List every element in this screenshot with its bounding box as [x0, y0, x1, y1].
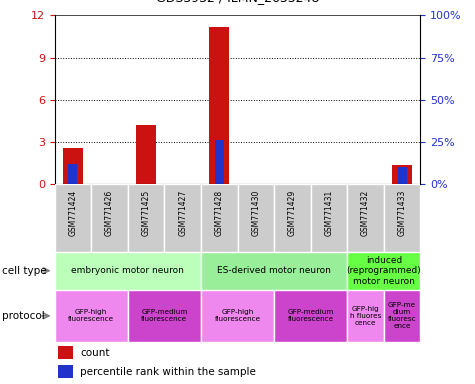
- Text: cell type: cell type: [2, 266, 47, 276]
- Bar: [311, 184, 347, 252]
- Text: GSM771424: GSM771424: [68, 190, 77, 236]
- Text: GFP-high
fluorescence: GFP-high fluorescence: [68, 310, 114, 322]
- Bar: [201, 184, 238, 252]
- Bar: [392, 165, 412, 184]
- Bar: [136, 125, 156, 184]
- Text: GSM771432: GSM771432: [361, 190, 370, 236]
- Text: GFP-medium
fluorescence: GFP-medium fluorescence: [141, 310, 188, 322]
- Bar: [91, 184, 128, 252]
- Text: GSM771428: GSM771428: [215, 190, 224, 236]
- Text: GFP-medium
fluorescence: GFP-medium fluorescence: [287, 310, 334, 322]
- Text: GSM771429: GSM771429: [288, 190, 297, 236]
- Bar: [128, 184, 164, 252]
- Bar: [274, 290, 347, 342]
- Bar: [201, 290, 274, 342]
- Bar: [201, 252, 347, 290]
- Bar: [347, 290, 384, 342]
- Bar: [238, 184, 274, 252]
- Bar: [55, 252, 201, 290]
- Text: count: count: [80, 348, 110, 358]
- Bar: [209, 26, 229, 184]
- Text: GFP-high
fluorescence: GFP-high fluorescence: [214, 310, 261, 322]
- Bar: [55, 290, 128, 342]
- Text: embryonic motor neuron: embryonic motor neuron: [71, 266, 184, 275]
- Bar: [398, 167, 407, 184]
- Text: GSM771426: GSM771426: [105, 190, 114, 236]
- Bar: [55, 184, 91, 252]
- Text: GSM771427: GSM771427: [178, 190, 187, 236]
- Bar: [215, 141, 224, 184]
- Bar: [63, 148, 83, 184]
- Bar: [58, 346, 73, 359]
- Text: GSM771425: GSM771425: [142, 190, 151, 236]
- Bar: [68, 164, 77, 184]
- Text: ES-derived motor neuron: ES-derived motor neuron: [217, 266, 331, 275]
- Bar: [164, 184, 201, 252]
- Text: GSM771430: GSM771430: [251, 190, 260, 236]
- Text: GFP-me
dium
fluoresc
ence: GFP-me dium fluoresc ence: [388, 302, 417, 329]
- Bar: [347, 184, 384, 252]
- Text: GSM771433: GSM771433: [398, 190, 407, 236]
- Bar: [384, 184, 420, 252]
- Text: protocol: protocol: [2, 311, 45, 321]
- Text: GFP-hig
h fluores
cence: GFP-hig h fluores cence: [350, 306, 381, 326]
- Bar: [384, 290, 420, 342]
- Bar: [347, 252, 420, 290]
- Text: induced
(reprogrammed)
motor neuron: induced (reprogrammed) motor neuron: [346, 256, 421, 286]
- Bar: [58, 365, 73, 378]
- Bar: [128, 290, 201, 342]
- Text: GDS3932 / ILMN_2633248: GDS3932 / ILMN_2633248: [156, 0, 319, 4]
- Text: percentile rank within the sample: percentile rank within the sample: [80, 367, 256, 377]
- Bar: [274, 184, 311, 252]
- Text: GSM771431: GSM771431: [324, 190, 333, 236]
